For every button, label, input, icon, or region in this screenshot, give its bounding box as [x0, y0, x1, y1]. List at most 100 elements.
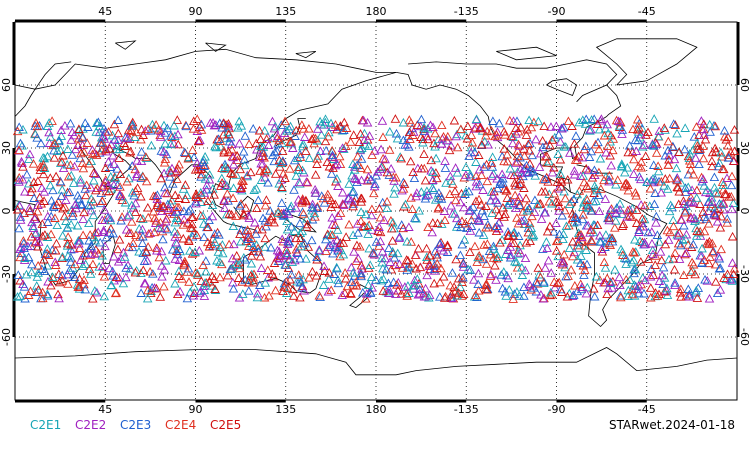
observation-marker — [471, 181, 481, 191]
observation-marker — [602, 289, 612, 299]
observation-marker — [151, 215, 162, 225]
observation-marker — [96, 145, 107, 155]
observation-marker — [143, 212, 153, 222]
observation-marker — [369, 188, 379, 198]
observation-marker — [359, 135, 370, 144]
observation-marker — [456, 124, 466, 134]
observation-marker — [458, 262, 469, 271]
observation-marker — [729, 125, 740, 134]
observation-marker — [104, 186, 114, 196]
observation-marker — [348, 159, 358, 168]
observation-marker — [411, 263, 421, 273]
top-lon-label: 90 — [188, 5, 203, 18]
observation-marker — [729, 146, 740, 156]
observation-marker — [170, 278, 180, 288]
observation-marker — [560, 193, 571, 203]
observation-marker — [379, 215, 389, 224]
observation-marker — [346, 277, 357, 287]
observation-marker — [349, 165, 360, 174]
observation-marker — [408, 167, 418, 177]
observation-marker — [82, 138, 92, 147]
observation-marker — [92, 287, 102, 297]
observation-marker — [426, 155, 436, 165]
observation-marker — [553, 129, 564, 139]
observation-marker — [138, 171, 148, 181]
observation-marker — [495, 237, 505, 247]
observation-marker — [680, 205, 691, 215]
coastline — [102, 235, 116, 264]
observation-marker — [540, 174, 551, 184]
observation-marker — [440, 163, 451, 172]
observation-marker — [180, 194, 191, 203]
observation-marker — [676, 215, 687, 224]
observation-marker — [157, 271, 167, 281]
observation-marker — [160, 182, 170, 192]
right-lat-label: 60 — [738, 78, 750, 92]
observation-marker — [339, 144, 349, 153]
observation-marker — [612, 175, 623, 184]
observation-marker — [477, 139, 487, 149]
observation-marker — [572, 254, 583, 264]
observation-marker — [708, 247, 718, 257]
observation-marker — [278, 156, 288, 165]
observation-marker — [38, 169, 49, 179]
observation-marker — [23, 241, 33, 251]
observation-marker — [99, 271, 110, 281]
observation-marker — [18, 236, 29, 245]
observation-marker — [533, 116, 544, 126]
observation-marker — [473, 215, 483, 225]
observation-marker — [14, 172, 24, 182]
observation-marker — [412, 120, 423, 129]
observation-marker — [704, 236, 715, 246]
observation-marker — [471, 177, 482, 186]
observation-marker — [569, 217, 579, 227]
observation-marker — [196, 172, 206, 181]
observation-marker — [410, 213, 420, 222]
observation-marker — [419, 149, 429, 158]
observation-marker — [378, 132, 388, 141]
observation-marker — [500, 209, 510, 218]
observation-marker — [109, 251, 119, 261]
observation-marker — [299, 238, 310, 248]
observation-marker — [372, 167, 383, 176]
observation-marker — [74, 274, 85, 283]
left-lat-label: 60 — [0, 78, 13, 92]
observation-marker — [294, 177, 304, 187]
observation-marker — [656, 255, 667, 265]
observation-marker — [235, 164, 245, 174]
observation-marker — [452, 213, 462, 223]
observation-marker — [716, 244, 726, 254]
observation-marker — [615, 205, 625, 214]
observation-marker — [514, 200, 525, 209]
observation-marker — [159, 120, 169, 130]
observation-marker — [321, 145, 331, 155]
observation-marker — [314, 245, 325, 254]
observation-marker — [261, 134, 272, 143]
observation-marker — [12, 292, 23, 301]
observation-marker — [413, 289, 424, 299]
observation-marker — [714, 158, 725, 167]
observation-marker — [396, 153, 407, 163]
observation-marker — [269, 258, 280, 267]
observation-marker — [621, 259, 631, 268]
observation-marker — [475, 122, 486, 132]
observation-marker — [280, 173, 290, 183]
observation-marker — [67, 150, 78, 159]
observation-marker — [635, 174, 646, 184]
observation-marker — [353, 228, 363, 237]
observation-marker — [148, 269, 158, 278]
observation-marker — [295, 152, 306, 161]
observation-marker — [688, 197, 699, 207]
observation-marker — [228, 193, 238, 202]
observation-marker — [77, 133, 88, 142]
observation-marker — [563, 116, 574, 126]
observation-marker — [331, 262, 342, 272]
observation-marker — [194, 245, 205, 255]
observation-marker — [408, 280, 419, 290]
observation-marker — [555, 154, 566, 164]
observation-marker — [696, 250, 707, 260]
observation-marker — [274, 246, 284, 256]
observation-marker — [286, 269, 297, 279]
observation-marker — [659, 123, 670, 132]
observation-marker — [687, 185, 697, 194]
